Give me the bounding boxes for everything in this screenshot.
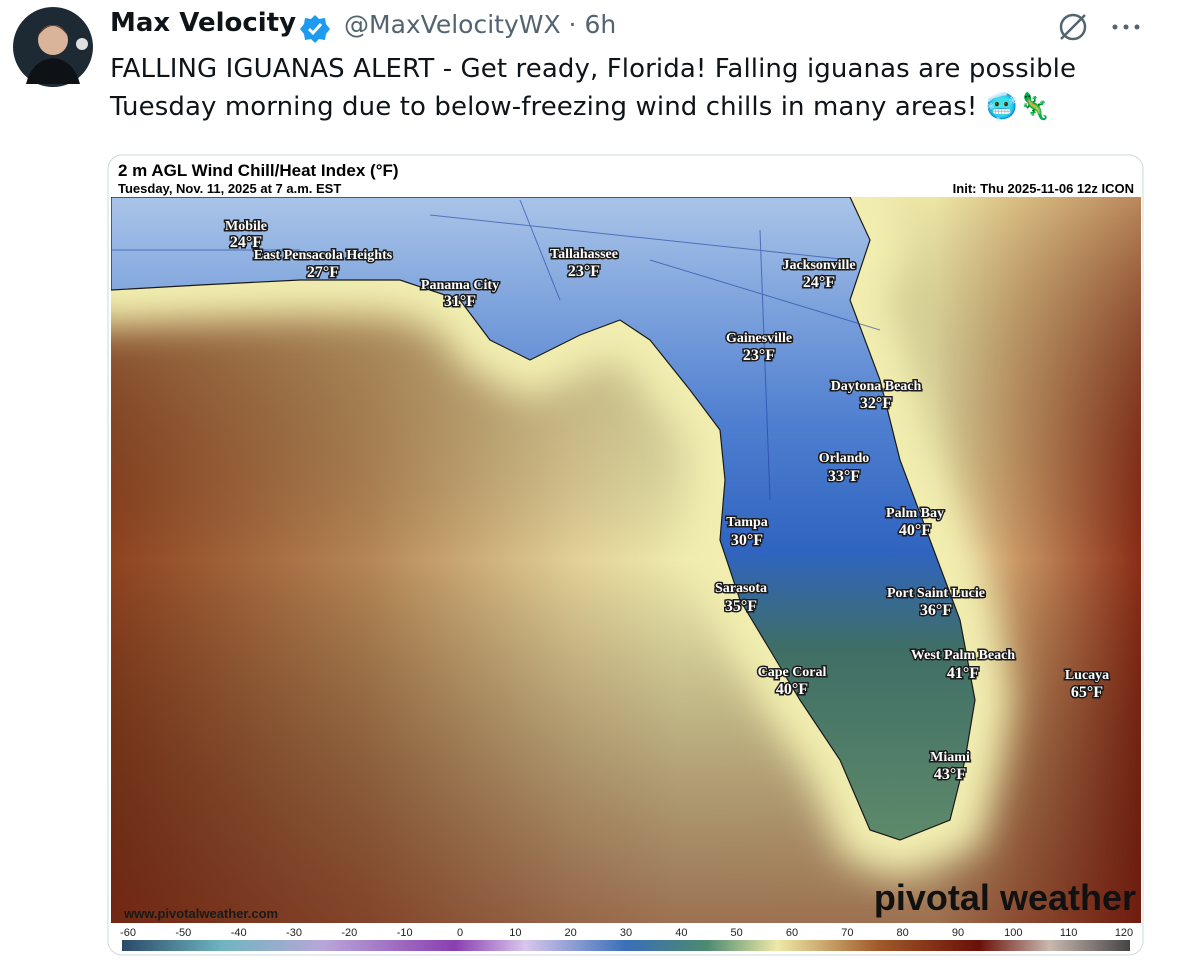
city-temp: 24°F [230,234,262,251]
scale-tick: -30 [286,927,302,939]
scale-tick: 120 [1115,927,1133,939]
scale-tick: 20 [565,927,577,939]
city-name: Cape Coral [758,665,827,680]
map-init: Init: Thu 2025-11-06 12z ICON [953,181,1134,196]
handle-time: @MaxVelocityWX · 6h [344,10,617,39]
city-temp: 32°F [860,395,892,412]
city-name: Orlando [819,451,870,466]
map-subtitle: Tuesday, Nov. 11, 2025 at 7 a.m. EST [118,181,341,196]
city-temp: 43°F [934,766,966,783]
city-name: Tallahassee [550,247,618,262]
time[interactable]: 6h [584,10,617,39]
city-name: Port Saint Lucie [887,586,985,601]
city-name: West Palm Beach [911,648,1015,663]
tweet-text: Tuesday morning due to below-freezing wi… [110,92,1051,122]
city-temp: 41°F [947,665,979,682]
city-name: Lucaya [1065,668,1109,683]
city-name: Miami [930,750,970,765]
city-temp: 40°F [776,681,808,698]
city-temp: 33°F [828,468,860,485]
scale-tick: 40 [675,927,687,939]
city-temp: 24°F [803,274,835,291]
scale-tick: 70 [841,927,853,939]
scale-tick: 10 [509,927,521,939]
scale-tick: 100 [1004,927,1022,939]
scale-tick: 90 [952,927,964,939]
city-temp: 31°F [444,293,476,310]
city-temp: 23°F [568,263,600,280]
city-name: Panama City [421,278,499,293]
verified-badge [300,15,330,43]
avatar[interactable] [12,6,94,88]
city-name: Mobile [225,219,267,234]
city-temp: 23°F [743,347,775,364]
city-name: Palm Bay [886,506,944,521]
logo: pivotal weather [874,877,1136,918]
city-name: Sarasota [715,581,767,596]
more-icon[interactable] [1110,20,1144,34]
city-temp: 30°F [731,532,763,549]
scale-tick: 0 [457,927,463,939]
scale-tick: -50 [175,927,191,939]
city-temp: 35°F [725,598,757,615]
tweet-text: FALLING IGUANAS ALERT - Get ready, Flori… [110,54,1077,84]
city-name: East Pensacola Heights [254,248,393,263]
map-image [111,197,1141,923]
city-temp: 65°F [1071,684,1103,701]
scale-tick: -60 [120,927,136,939]
city-temp: 27°F [307,264,339,281]
author-name[interactable]: Max Velocity [110,8,297,38]
watermark: www.pivotalweather.com [123,906,278,921]
scale-tick: 80 [897,927,909,939]
handle[interactable]: @MaxVelocityWX [344,10,561,39]
scale-tick: -40 [231,927,247,939]
scale-tick: 110 [1060,927,1078,939]
scale-tick: 60 [786,927,798,939]
city-temp: 40°F [899,522,931,539]
city-name: Tampa [726,515,768,530]
colorbar [122,940,1130,951]
city-name: Jacksonville [782,258,855,273]
grok-icon[interactable] [1056,10,1090,44]
scale-tick: 50 [731,927,743,939]
city-name: Gainesville [726,331,792,346]
city-name: Daytona Beach [831,379,922,394]
city-temp: 36°F [920,602,952,619]
scale-tick: 30 [620,927,632,939]
scale-tick: -10 [397,927,413,939]
scale-tick: -20 [341,927,357,939]
map-title: 2 m AGL Wind Chill/Heat Index (°F) [118,161,399,180]
